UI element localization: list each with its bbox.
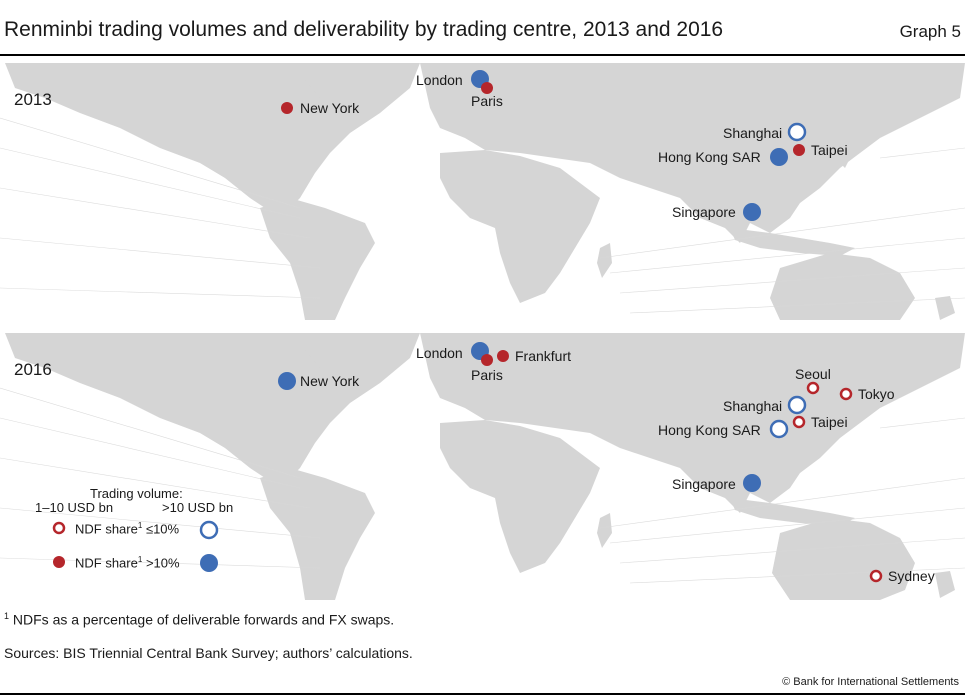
legend-row1-label: NDF share bbox=[75, 521, 138, 537]
legend-title: Trading volume: bbox=[90, 486, 183, 501]
new-zealand-shape bbox=[935, 296, 955, 320]
legend-marker-small-low bbox=[52, 521, 66, 535]
marker-shanghai bbox=[787, 122, 807, 142]
label-tokyo: Tokyo bbox=[858, 386, 895, 402]
greenland-shape bbox=[300, 333, 410, 378]
eurasia-shape bbox=[420, 333, 965, 513]
centre-markers-2013 bbox=[281, 70, 807, 221]
africa-shape bbox=[440, 420, 600, 573]
legend-row1: NDF share1 ≤10% bbox=[75, 521, 179, 536]
world-map-2013 bbox=[0, 63, 965, 320]
graph-number: Graph 5 bbox=[899, 22, 961, 41]
new-zealand-shape bbox=[935, 571, 955, 598]
label-singapore: Singapore bbox=[672, 204, 736, 220]
legend-row1-footnote-marker: 1 bbox=[137, 521, 143, 530]
legend-large-label: >10 USD bn bbox=[162, 500, 234, 515]
marker-singapore bbox=[743, 474, 761, 492]
australia-shape bbox=[770, 253, 915, 320]
north-america-shape bbox=[5, 333, 420, 478]
marker-hong-kong bbox=[770, 148, 788, 166]
marker-shanghai bbox=[787, 395, 807, 415]
legend-marker-small-high bbox=[53, 556, 65, 568]
legend-row2-label: NDF share bbox=[75, 555, 138, 571]
africa-shape bbox=[440, 150, 600, 303]
indonesia-shape bbox=[730, 228, 855, 256]
map-panel-2013: 2013 London Paris New York Shanghai Taip… bbox=[0, 58, 965, 320]
marker-paris bbox=[481, 82, 493, 94]
shading-lines bbox=[0, 387, 965, 584]
shading-lines bbox=[0, 117, 965, 314]
label-new-york: New York bbox=[300, 373, 360, 389]
marker-frankfurt bbox=[497, 350, 509, 362]
marker-new-york bbox=[281, 102, 293, 114]
south-america-shape bbox=[260, 198, 375, 320]
marker-tokyo bbox=[839, 387, 853, 401]
marker-singapore bbox=[743, 203, 761, 221]
label-sydney: Sydney bbox=[888, 568, 935, 584]
sources-note: Sources: BIS Triennial Central Bank Surv… bbox=[4, 645, 413, 661]
marker-seoul bbox=[806, 381, 820, 395]
landmass-group bbox=[5, 63, 965, 320]
madagascar-shape bbox=[597, 513, 612, 548]
legend: Trading volume: 1–10 USD bn >10 USD bn N… bbox=[0, 486, 240, 586]
label-taipei: Taipei bbox=[811, 414, 848, 430]
world-map-2016 bbox=[0, 333, 965, 600]
label-singapore: Singapore bbox=[672, 476, 736, 492]
footnote-marker: 1 bbox=[4, 611, 10, 621]
label-frankfurt: Frankfurt bbox=[515, 348, 572, 364]
label-paris: Paris bbox=[471, 93, 503, 109]
north-america-shape bbox=[5, 63, 420, 208]
legend-marker-large-low bbox=[199, 520, 219, 540]
south-america-shape bbox=[260, 468, 375, 600]
year-label-2016: 2016 bbox=[14, 360, 52, 379]
chart-title: Renminbi trading volumes and deliverabil… bbox=[4, 18, 724, 41]
top-rule bbox=[0, 54, 965, 56]
footnote-text: NDFs as a percentage of deliverable forw… bbox=[12, 611, 395, 628]
label-london: London bbox=[416, 345, 463, 361]
legend-row2-value: >10% bbox=[145, 555, 180, 571]
label-taipei: Taipei bbox=[811, 142, 848, 158]
copyright-notice: © Bank for International Settlements bbox=[782, 676, 959, 688]
label-hong-kong: Hong Kong SAR bbox=[658, 422, 761, 438]
eurasia-shape bbox=[420, 63, 965, 243]
marker-paris bbox=[481, 354, 493, 366]
label-london: London bbox=[416, 72, 463, 88]
australia-shape bbox=[772, 518, 915, 600]
label-paris: Paris bbox=[471, 367, 503, 383]
label-new-york: New York bbox=[300, 100, 360, 116]
indonesia-shape bbox=[730, 498, 855, 526]
label-shanghai: Shanghai bbox=[723, 398, 783, 414]
centre-markers-2016 bbox=[278, 342, 883, 583]
bottom-rule bbox=[0, 693, 965, 695]
legend-row2: NDF share1 >10% bbox=[75, 555, 180, 570]
legend-row2-footnote-marker: 1 bbox=[137, 555, 143, 564]
legend-row1-value: ≤10% bbox=[145, 521, 180, 537]
footnote-ndf: 1 NDFs as a percentage of deliverable fo… bbox=[4, 611, 394, 628]
greenland-shape bbox=[300, 63, 410, 108]
marker-taipei bbox=[792, 415, 806, 429]
landmass-group bbox=[5, 333, 965, 600]
marker-sydney bbox=[869, 569, 883, 583]
year-label-2013: 2013 bbox=[14, 90, 52, 109]
japan-shape bbox=[835, 126, 855, 168]
map-panel-2016: 2016 London Paris Frankfurt New York Seo… bbox=[0, 328, 965, 600]
label-shanghai: Shanghai bbox=[723, 125, 783, 141]
marker-new-york bbox=[278, 372, 296, 390]
label-seoul: Seoul bbox=[795, 366, 831, 382]
legend-marker-large-high bbox=[200, 554, 218, 572]
marker-hong-kong bbox=[769, 419, 789, 439]
legend-symbols bbox=[52, 520, 219, 572]
legend-small-label: 1–10 USD bn bbox=[35, 500, 114, 515]
marker-taipei bbox=[793, 144, 805, 156]
madagascar-shape bbox=[597, 243, 612, 278]
label-hong-kong: Hong Kong SAR bbox=[658, 149, 761, 165]
